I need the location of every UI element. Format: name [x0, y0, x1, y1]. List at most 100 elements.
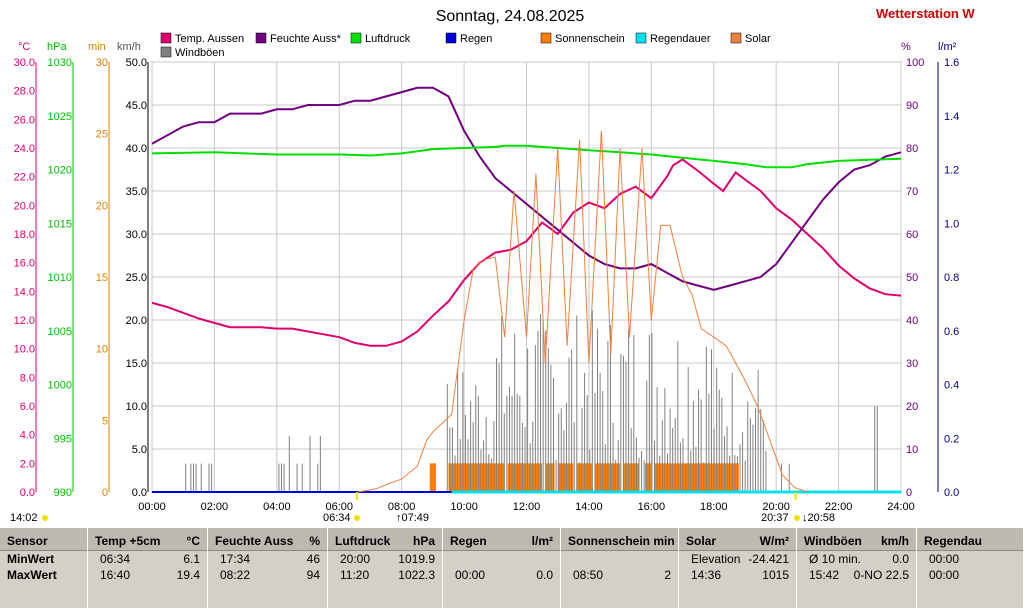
sunshine-bar	[557, 463, 574, 492]
humidity-tick-label: 20	[906, 401, 918, 413]
table-row: 14:36 1015	[679, 568, 796, 583]
humidity-tick-label: 0	[906, 487, 912, 499]
table-cell: 14:36	[691, 568, 722, 582]
wind-tick-label: 25.0	[126, 272, 147, 284]
summary-table: Sensor MinWert MaxWert Temp +5cm °C 06:34 6.1 1…	[0, 528, 1024, 608]
rain-tick-label: 0.2	[944, 433, 959, 445]
humidity-tick-label: 80	[906, 143, 918, 155]
humidity-tick-label: 60	[906, 229, 918, 241]
temp-tick-label: 26.0	[14, 114, 35, 126]
temp-tick-label: 6.0	[20, 401, 35, 413]
pressure-tick-label: 1000	[48, 380, 72, 392]
table-header-unit: °C	[186, 534, 200, 548]
legend-swatch	[445, 32, 457, 44]
table-row	[443, 552, 560, 567]
time-tick-label: 06:00	[325, 501, 353, 513]
sunshine-tick-label: 15	[96, 272, 108, 284]
sunshine-tick-label: 0	[102, 487, 108, 499]
temp-tick-label: 20.0	[14, 200, 35, 212]
temp-unit: °C	[18, 41, 30, 53]
station-name: Wetterstation W	[876, 6, 975, 21]
temp-tick-label: 2.0	[20, 458, 35, 470]
sunshine-tick-label: 25	[96, 129, 108, 141]
table-row: 06:34 6.1	[88, 552, 207, 567]
time-tick-label: 00:00	[138, 501, 166, 513]
table-cell: 06:34	[100, 552, 131, 566]
series-line	[357, 130, 808, 493]
humidity-tick-label: 100	[906, 57, 924, 69]
temp-tick-label: 28.0	[14, 86, 35, 98]
legend-swatch	[730, 32, 742, 44]
pressure-unit: hPa	[47, 41, 67, 53]
sunset-sun-icon	[794, 515, 800, 521]
temp-tick-label: 16.0	[14, 258, 35, 270]
table-cell: 15:42	[809, 568, 840, 582]
table-cell-value: 19.4	[176, 568, 200, 582]
pressure-tick-label: 1010	[48, 272, 72, 284]
temp-tick-label: 0.0	[20, 487, 35, 499]
sunshine-bar	[645, 463, 652, 492]
rain-tick-label: 0.4	[944, 380, 959, 392]
table-header-label: Windböen	[804, 534, 862, 548]
table-row: 11:20 1022.3	[328, 568, 442, 583]
sunshine-bar	[429, 463, 436, 492]
time-tick-label: 18:00	[700, 501, 728, 513]
table-row: 20:00 1019.9	[328, 552, 442, 567]
table-column: Feuchte Auss% 17:34 46 08:22 94	[208, 528, 328, 608]
table-header: Solar W/m²	[679, 528, 796, 551]
table-column: Regendau 00:00 00:00	[917, 528, 1024, 608]
wind-tick-label: 20.0	[126, 315, 147, 327]
table-row: 00:00	[917, 552, 1023, 567]
wind-tick-label: 15.0	[126, 358, 147, 370]
table-cell-value: 1015	[762, 568, 789, 582]
pressure-tick-label: 1020	[48, 165, 72, 177]
table-cell: 08:50	[573, 568, 604, 582]
wind-tick-label: 35.0	[126, 186, 147, 198]
table-header-label: Sensor	[7, 534, 48, 548]
table-row: Ø 10 min. 0.0	[797, 552, 916, 567]
table-row: 08:22 94	[208, 568, 327, 583]
rain-tick-label: 1.6	[944, 57, 959, 69]
table-header-label: Regendau	[924, 534, 983, 548]
now-label: 14:02	[10, 512, 38, 524]
wind-tick-label: 45.0	[126, 100, 147, 112]
time-tick-label: 10:00	[450, 501, 478, 513]
sunshine-tick-label: 20	[96, 200, 108, 212]
table-cell: 11:20	[340, 568, 370, 582]
legend-label: Sonnenschein	[555, 33, 625, 45]
temp-tick-label: 8.0	[20, 372, 35, 384]
chart-title: Sonntag, 24.08.2025	[436, 8, 585, 25]
time-tick-label: 20:00	[762, 501, 790, 513]
table-header-unit: %	[309, 534, 320, 548]
humidity-tick-label: 90	[906, 100, 918, 112]
table-row: 16:40 19.4	[88, 568, 207, 583]
wind-unit: km/h	[117, 41, 141, 53]
rain-tick-label: 1.2	[944, 165, 959, 177]
table-column: Windböen km/h Ø 10 min. 0.0 15:42 0-NO 22.5	[797, 528, 917, 608]
rain-tick-label: 0.6	[944, 326, 959, 338]
wind-tick-label: 50.0	[126, 57, 147, 69]
sunrise-up-label: ↑07:49	[396, 512, 429, 524]
table-header-unit: W/m²	[759, 534, 789, 548]
temp-tick-label: 12.0	[14, 315, 35, 327]
table-header-label: Regen	[450, 534, 487, 548]
table-header: Sonnenschein min	[561, 528, 678, 551]
table-header-unit: km/h	[880, 534, 909, 548]
time-tick-label: 24:00	[887, 501, 915, 513]
humidity-tick-label: 10	[906, 444, 918, 456]
table-cell-value: 46	[306, 552, 320, 566]
legend-swatch	[255, 32, 267, 44]
table-column: Solar W/m² Elevation -24.421 14:36 1015	[679, 528, 797, 608]
table-header-label: Luftdruck	[335, 534, 391, 548]
table-row: 00:00	[917, 568, 1023, 583]
table-cell: 17:34	[220, 552, 251, 566]
table-header: Feuchte Auss%	[208, 528, 327, 551]
table-cell-value: 6.1	[183, 552, 200, 566]
legend-swatch	[635, 32, 647, 44]
series-line	[151, 144, 902, 169]
table-row: 00:00 0.0	[443, 568, 560, 583]
legend-swatch	[540, 32, 552, 44]
legend-swatch	[350, 32, 362, 44]
temp-tick-label: 18.0	[14, 229, 35, 241]
time-tick-label: 02:00	[201, 501, 229, 513]
